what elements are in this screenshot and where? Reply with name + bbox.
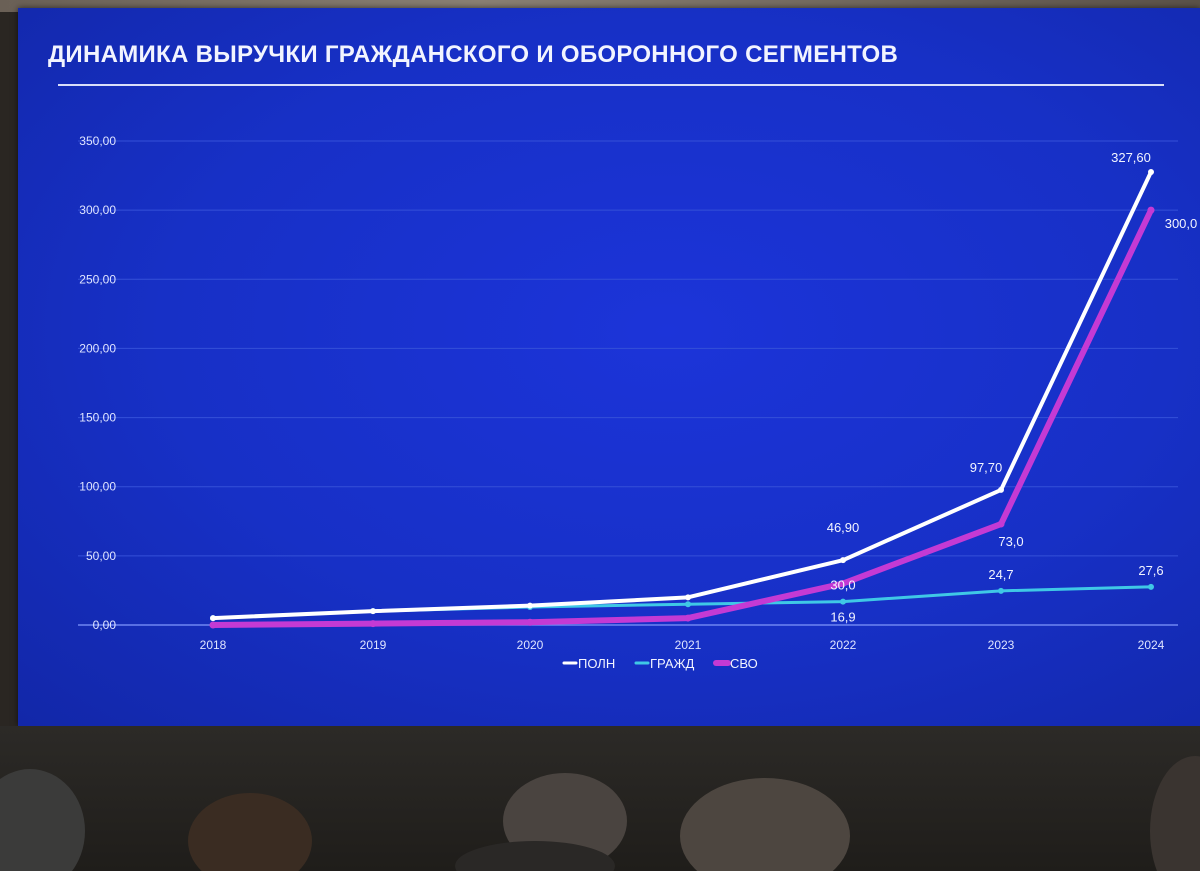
data-label: 27,6 [1138,563,1163,578]
data-point [839,580,847,588]
data-point [209,621,217,629]
y-tick-label: 150,00 [79,411,116,425]
x-tick-label: 2022 [830,638,857,652]
x-tick-label: 2019 [360,638,387,652]
data-label: 16,9 [830,610,855,625]
data-point [527,602,533,609]
data-point [684,614,692,622]
data-label: 327,60 [1111,150,1151,165]
data-label: 73,0 [998,534,1023,549]
data-label: 97,70 [970,460,1003,475]
data-point [840,598,846,605]
presentation-screen: ДИНАМИКА ВЫРУЧКИ ГРАЖДАНСКОГО И ОБОРОННО… [18,8,1200,726]
series-line-poln [211,169,1153,621]
y-tick-label: 50,00 [86,549,116,563]
data-label: 300,0 [1165,216,1198,231]
y-tick-label: 200,00 [79,341,116,355]
data-label: 24,7 [988,567,1013,582]
audience-silhouettes [0,756,1200,871]
y-tick-label: 250,00 [79,272,116,286]
data-point [685,594,691,601]
data-point [526,618,534,626]
data-point [840,557,846,564]
slide-title: ДИНАМИКА ВЫРУЧКИ ГРАЖДАНСКОГО И ОБОРОННО… [48,41,899,68]
x-tick-label: 2021 [675,638,702,652]
y-tick-label: 300,00 [79,203,116,217]
data-label: 46,90 [827,520,860,535]
data-point [1148,583,1154,590]
x-tick-label: 2018 [200,638,227,652]
y-tick-label: 350,00 [79,134,116,148]
y-tick-label: 0,00 [93,618,117,632]
data-point [998,486,1004,493]
legend-label: ГРАЖД [650,656,695,671]
data-point [210,615,216,622]
legend-label: ПОЛН [578,656,615,671]
title-underline [58,84,1164,86]
y-tick-label: 100,00 [79,480,116,494]
legend-label: СВО [730,656,758,671]
data-label: 30,0 [830,578,855,593]
x-tick-label: 2023 [988,638,1015,652]
x-tick-label: 2020 [517,638,544,652]
revenue-line-chart: 0,00 50,00 100,00 150,00 200,00 250,00 300,00 3… [78,134,1198,671]
data-point [1148,168,1154,175]
data-point [1147,206,1155,214]
x-tick-label: 2024 [1138,638,1165,652]
data-point [685,601,691,608]
data-point [997,520,1005,528]
data-point [369,620,377,628]
data-point [998,587,1004,594]
data-point [370,608,376,615]
